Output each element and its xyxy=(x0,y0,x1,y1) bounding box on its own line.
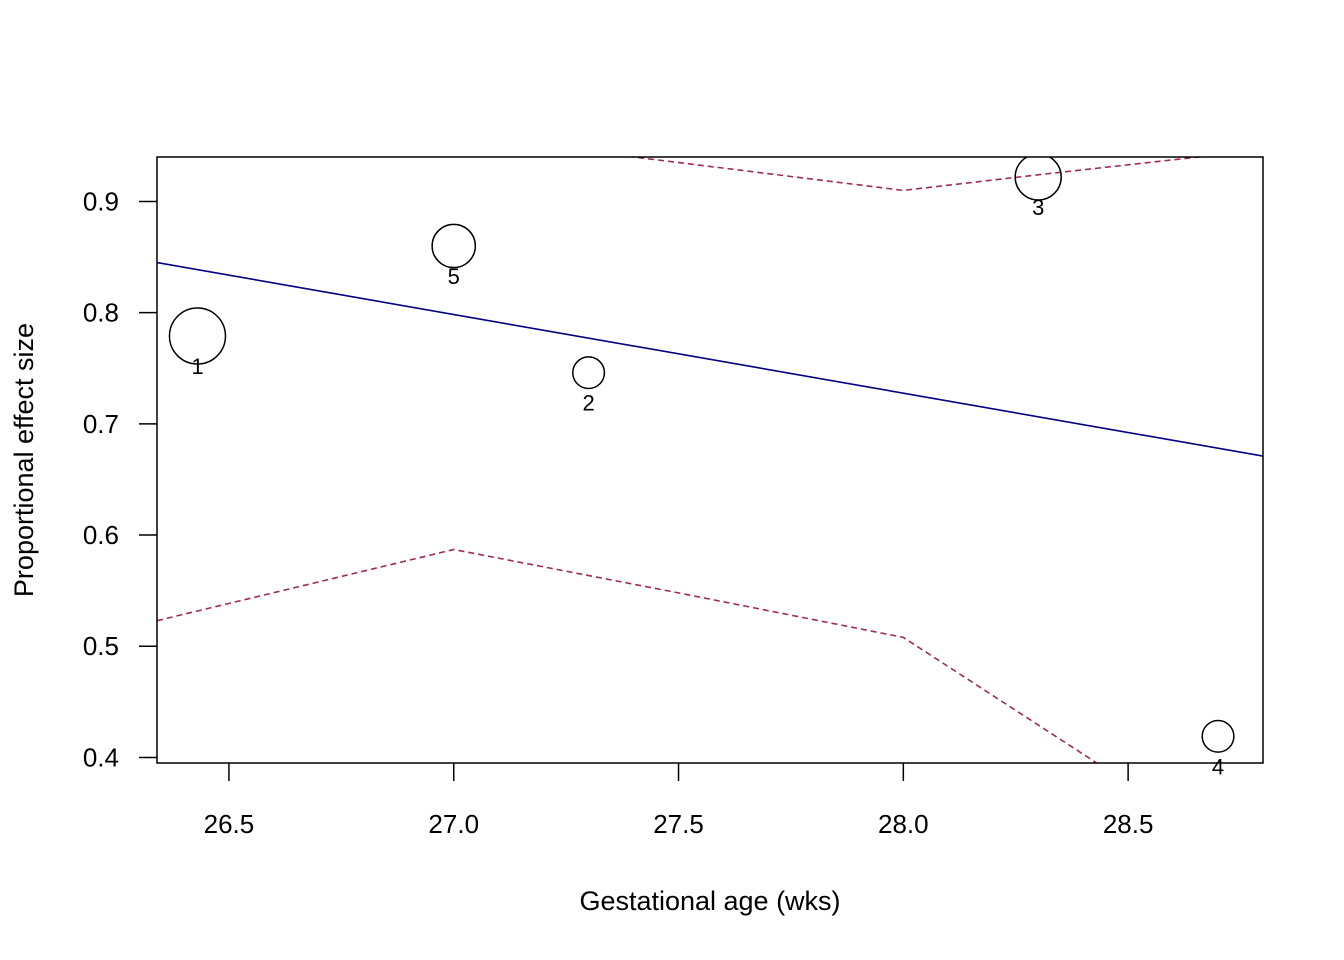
y-axis: 0.4 0.5 0.6 0.7 0.8 0.9 xyxy=(83,186,157,772)
plot-frame xyxy=(156,156,1264,764)
data-point xyxy=(572,356,606,390)
y-tick-label: 0.9 xyxy=(83,186,119,216)
y-tick-label: 0.5 xyxy=(83,631,119,661)
x-tick-label: 26.5 xyxy=(204,809,255,839)
data-point xyxy=(431,223,477,269)
point-labels: 1 2 3 4 5 xyxy=(191,195,1224,779)
ci-upper-line xyxy=(627,157,1206,192)
y-tick-label: 0.7 xyxy=(83,409,119,439)
data-point-label: 4 xyxy=(1212,754,1224,779)
y-tick-label: 0.4 xyxy=(83,742,119,772)
x-axis: 26.5 27.0 27.5 28.0 28.5 xyxy=(204,763,1154,839)
data-point-label: 2 xyxy=(582,391,594,416)
x-tick-label: 27.0 xyxy=(428,809,479,839)
plot-area xyxy=(157,157,1263,763)
data-point xyxy=(168,307,227,365)
data-point-label: 1 xyxy=(191,354,203,379)
y-tick-label: 0.8 xyxy=(83,298,119,328)
ci-lower-line xyxy=(157,548,1098,763)
x-tick-label: 27.5 xyxy=(653,809,704,839)
data-point-label: 5 xyxy=(448,264,460,289)
y-axis-title: Proportional effect size xyxy=(9,323,39,597)
data-point xyxy=(1201,719,1235,753)
data-point xyxy=(1014,157,1062,201)
x-tick-label: 28.5 xyxy=(1103,809,1154,839)
x-tick-label: 28.0 xyxy=(878,809,929,839)
y-tick-label: 0.6 xyxy=(83,520,119,550)
x-axis-title: Gestational age (wks) xyxy=(579,886,840,916)
data-point-label: 3 xyxy=(1032,195,1044,220)
fit-line xyxy=(157,261,1263,457)
